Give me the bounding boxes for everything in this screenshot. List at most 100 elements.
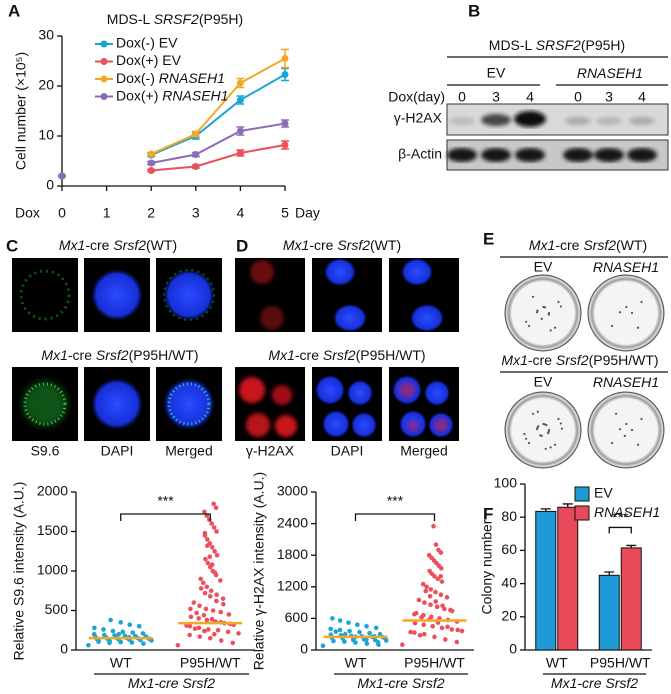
point [416, 597, 422, 603]
point [147, 159, 155, 167]
x-tick-label: 1 [103, 205, 111, 221]
legend-marker [100, 40, 108, 48]
legend-marker [100, 75, 108, 83]
point [212, 570, 218, 575]
y-axis-label: Colony number [479, 519, 495, 614]
y-tick-label: 80 [501, 508, 517, 524]
colony [614, 412, 618, 415]
point [281, 141, 289, 149]
point [202, 530, 208, 536]
legend-swatch [574, 505, 590, 521]
x-tick-label: P95H/WT [404, 655, 465, 671]
point [230, 640, 236, 646]
column-label: EV [534, 374, 553, 390]
point [209, 562, 215, 567]
point [130, 630, 136, 635]
colony [625, 305, 628, 309]
genotype-header: Mx1-cre Srsf2(WT) [529, 237, 647, 253]
nucleus [401, 258, 433, 286]
point [175, 642, 181, 648]
colony [557, 300, 560, 304]
channel-label: γ-H2AX [246, 443, 295, 459]
point [194, 610, 199, 616]
point [445, 624, 450, 630]
point [218, 609, 224, 615]
bar [557, 506, 579, 651]
colony [618, 311, 622, 314]
colony [549, 446, 552, 449]
colony [618, 428, 622, 431]
point [427, 593, 433, 599]
point [198, 586, 204, 591]
column-label: RNASEH1 [593, 374, 659, 390]
point [337, 618, 343, 623]
significance-label: *** [387, 493, 404, 509]
point [191, 600, 197, 605]
x-axis-label: Mx1-cre Srsf2 [128, 675, 215, 691]
colony [547, 428, 551, 432]
point [449, 627, 455, 632]
nucleus [324, 258, 356, 286]
point [202, 590, 208, 596]
point [439, 625, 445, 631]
legend-label: RNASEH1 [594, 504, 660, 520]
point [213, 505, 219, 511]
colony [525, 320, 528, 323]
point [400, 642, 405, 648]
significance-bracket [354, 513, 436, 521]
y-tick-label: 60 [501, 541, 517, 557]
panel-label: A [8, 1, 20, 20]
genotype-header: Mx1-cre Srsf2(WT) [283, 237, 401, 253]
point [459, 628, 465, 634]
point [430, 624, 435, 629]
lane-label: 4 [526, 89, 534, 105]
point [201, 612, 207, 618]
genotype-header: Mx1-cre Srsf2(P95H/WT) [41, 347, 198, 363]
nucleus [424, 380, 450, 406]
point [236, 631, 241, 636]
colony [536, 309, 539, 312]
colony [630, 311, 634, 315]
bar [535, 510, 557, 651]
point [448, 607, 453, 613]
point [187, 624, 193, 629]
point [205, 537, 210, 542]
nucleus [333, 304, 367, 332]
y-tick-label: 0 [46, 177, 54, 193]
point [203, 556, 208, 562]
point [432, 634, 437, 640]
point [204, 617, 210, 623]
point [203, 606, 209, 612]
legend-marker [100, 93, 108, 100]
x-tick-label: P95H/WT [590, 655, 651, 671]
signal [167, 382, 211, 426]
point [107, 640, 112, 646]
point [438, 592, 444, 597]
point [101, 627, 106, 632]
point [197, 603, 202, 609]
channel-label: S9.6 [31, 443, 60, 459]
nucleus [163, 378, 215, 430]
point [218, 578, 223, 583]
y-tick-label: 40 [501, 574, 517, 590]
point [192, 626, 198, 631]
point [101, 632, 107, 638]
point [205, 560, 211, 566]
blot-group: EV [487, 65, 506, 81]
panel-label: B [468, 1, 480, 20]
point [202, 509, 207, 515]
x-tick-label: WT [345, 655, 367, 671]
lane-label: 3 [492, 89, 500, 105]
colony [528, 441, 531, 445]
y-tick-label: 3000 [277, 483, 308, 499]
point [116, 631, 122, 637]
point [343, 631, 348, 637]
point [357, 629, 362, 635]
lane-label: 3 [605, 89, 613, 105]
colony [540, 317, 543, 320]
point [375, 639, 381, 645]
point [420, 581, 426, 587]
point [196, 616, 201, 621]
point [455, 627, 461, 633]
point [426, 552, 432, 558]
